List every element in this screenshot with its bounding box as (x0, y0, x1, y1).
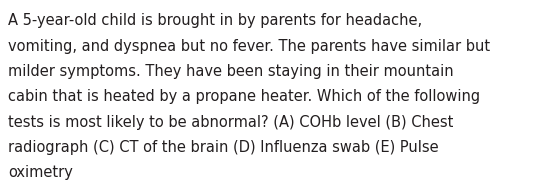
Text: cabin that is heated by a propane heater. Which of the following: cabin that is heated by a propane heater… (8, 89, 480, 104)
Text: tests is most likely to be abnormal? (A) COHb level (B) Chest: tests is most likely to be abnormal? (A)… (8, 115, 454, 130)
Text: vomiting, and dyspnea but no fever. The parents have similar but: vomiting, and dyspnea but no fever. The … (8, 39, 490, 54)
Text: oximetry: oximetry (8, 165, 73, 180)
Text: A 5-year-old child is brought in by parents for headache,: A 5-year-old child is brought in by pare… (8, 13, 422, 28)
Text: milder symptoms. They have been staying in their mountain: milder symptoms. They have been staying … (8, 64, 454, 79)
Text: radiograph (C) CT of the brain (D) Influenza swab (E) Pulse: radiograph (C) CT of the brain (D) Influ… (8, 140, 439, 155)
